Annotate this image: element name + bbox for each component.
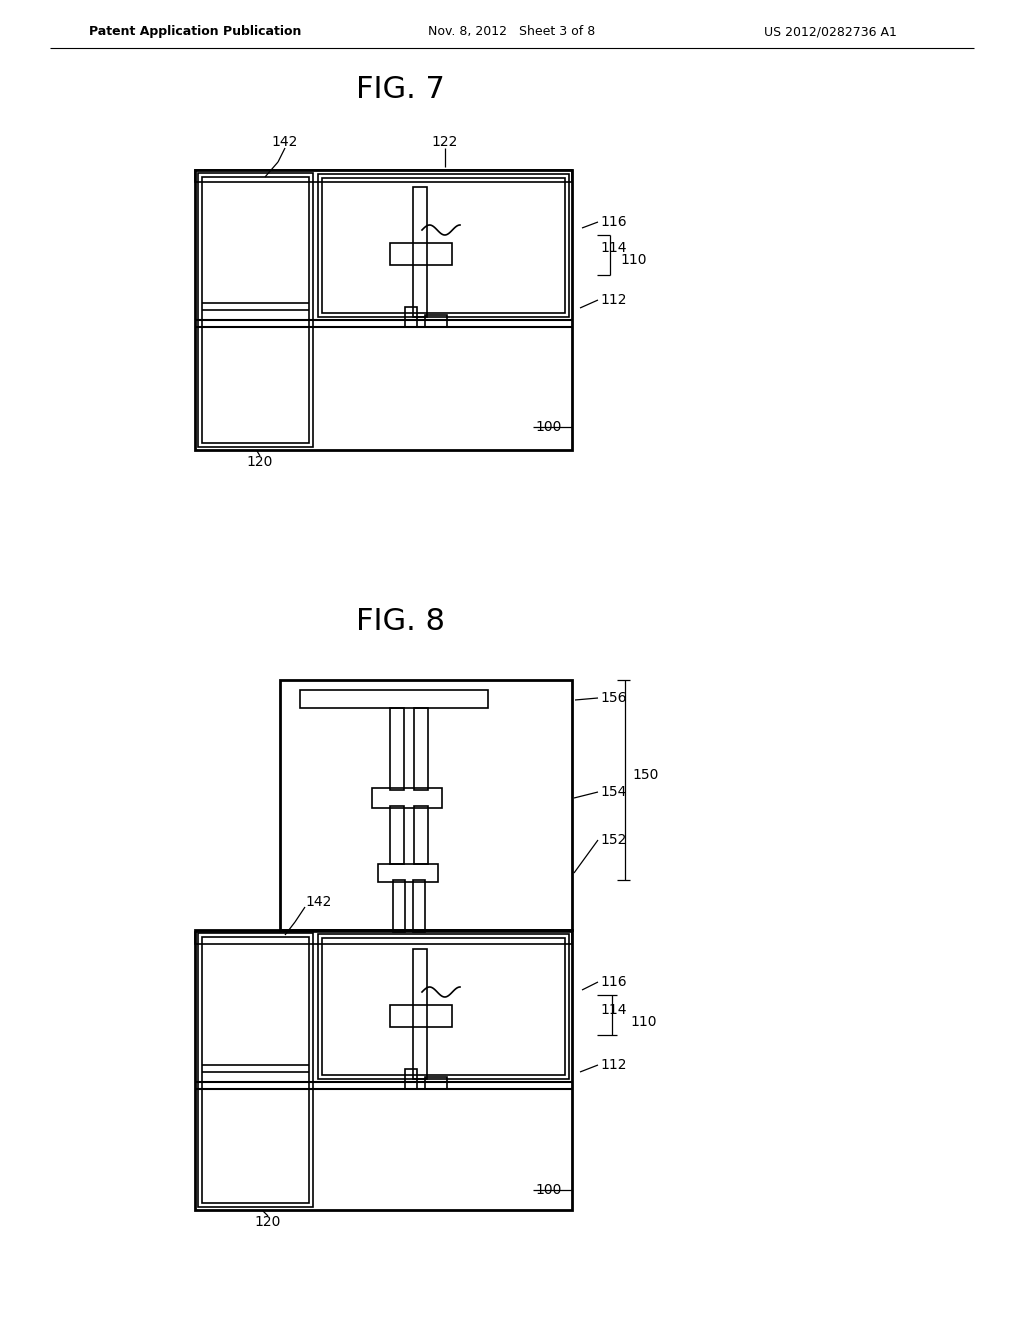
Text: 100: 100 [535, 1183, 561, 1197]
Text: 120: 120 [247, 455, 273, 469]
Text: FIG. 7: FIG. 7 [355, 75, 444, 104]
Bar [425, 315, 447, 327]
Bar [413, 880, 425, 932]
Text: 116: 116 [600, 215, 627, 228]
Bar [195, 931, 572, 1210]
Bar [318, 174, 569, 317]
Bar [322, 939, 565, 1074]
Bar [198, 933, 313, 1206]
Bar [202, 937, 309, 1203]
Text: 110: 110 [620, 253, 646, 267]
Text: 100: 100 [535, 420, 561, 434]
Bar [413, 949, 427, 1078]
Bar [406, 1069, 417, 1089]
Text: 116: 116 [600, 975, 627, 989]
Text: 122: 122 [432, 135, 458, 149]
Text: Nov. 8, 2012   Sheet 3 of 8: Nov. 8, 2012 Sheet 3 of 8 [428, 25, 596, 38]
Bar [195, 170, 572, 182]
Text: Patent Application Publication: Patent Application Publication [89, 25, 301, 38]
Text: 150: 150 [632, 768, 658, 781]
Text: 142: 142 [271, 135, 298, 149]
Bar [390, 1005, 452, 1027]
Bar [198, 173, 313, 447]
Bar [414, 708, 428, 789]
Bar [280, 680, 572, 931]
Text: 112: 112 [600, 293, 627, 308]
Text: FIG. 8: FIG. 8 [355, 607, 444, 636]
Text: 112: 112 [600, 1059, 627, 1072]
Text: 114: 114 [600, 1003, 627, 1016]
Bar [195, 932, 572, 944]
Text: 152: 152 [600, 833, 627, 847]
Bar [413, 187, 427, 317]
Bar [390, 243, 452, 265]
Bar [390, 807, 404, 865]
Text: 142: 142 [305, 895, 332, 909]
Bar [406, 308, 417, 327]
Text: 156: 156 [600, 690, 627, 705]
Bar [322, 178, 565, 313]
Bar [390, 708, 404, 789]
Bar [414, 807, 428, 865]
Text: 110: 110 [630, 1015, 656, 1030]
Bar [393, 880, 406, 932]
Text: US 2012/0282736 A1: US 2012/0282736 A1 [764, 25, 896, 38]
Bar [425, 1077, 447, 1089]
Bar [378, 865, 438, 882]
Bar [202, 177, 309, 444]
Bar [372, 788, 442, 808]
Bar [300, 690, 488, 708]
Text: 120: 120 [255, 1214, 282, 1229]
Text: 114: 114 [600, 242, 627, 255]
Bar [195, 170, 572, 450]
Text: 154: 154 [600, 785, 627, 799]
Bar [318, 935, 569, 1078]
